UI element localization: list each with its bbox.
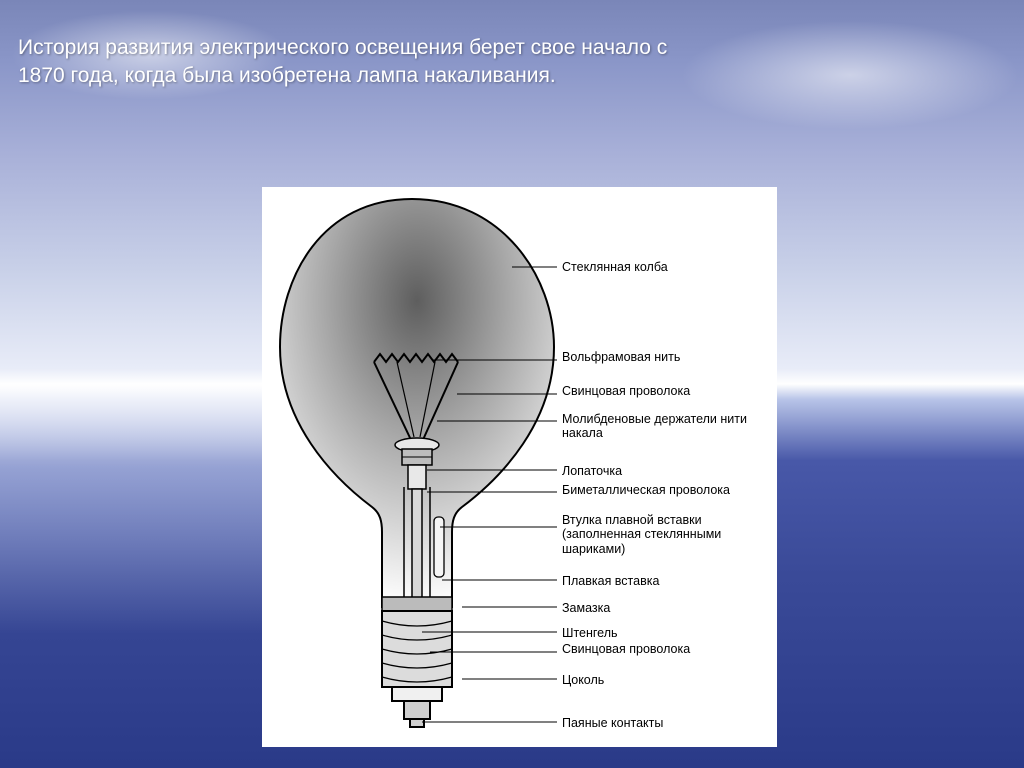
diagram-label: Стеклянная колба: [562, 260, 668, 274]
diagram-label: Замазка: [562, 601, 610, 615]
slide-title: История развития электрического освещени…: [18, 34, 718, 91]
diagram-label: Штенгель: [562, 626, 618, 640]
screw-base: [382, 611, 452, 687]
bulb-svg: [262, 187, 777, 747]
bulb-diagram: Стеклянная колба Вольфрамовая нить Свинцов…: [262, 187, 777, 747]
diagram-label: Цоколь: [562, 673, 604, 687]
diagram-label: Молибденовые держатели нити накала: [562, 412, 777, 441]
diagram-label: Лопаточка: [562, 464, 622, 478]
diagram-label: Втулка плавной вставки (заполненная стек…: [562, 513, 777, 556]
diagram-label: Свинцовая проволока: [562, 642, 690, 656]
diagram-label: Плавкая вставка: [562, 574, 659, 588]
diagram-label: Паяные контакты: [562, 716, 663, 730]
diagram-label: Биметаллическая проволока: [562, 483, 730, 497]
diagram-label: Свинцовая проволока: [562, 384, 690, 398]
diagram-label: Вольфрамовая нить: [562, 350, 680, 364]
